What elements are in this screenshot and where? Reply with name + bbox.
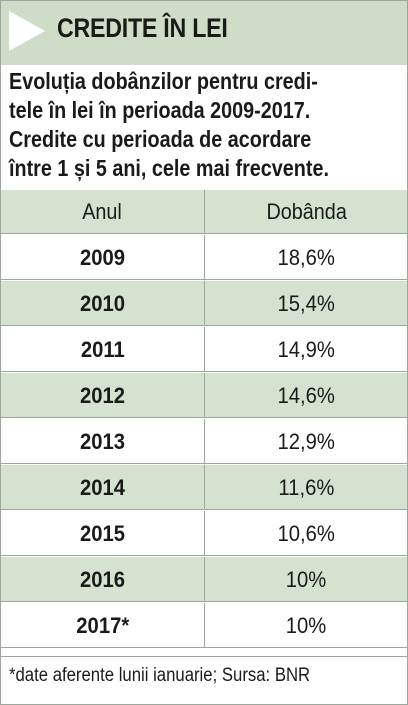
table-header-row: Anul Dobânda <box>1 189 407 234</box>
year-cell: 2014 <box>79 474 126 500</box>
year-cell: 2011 <box>80 336 125 362</box>
rate-cell: 14,9% <box>204 327 407 372</box>
column-header-year: Anul <box>82 199 123 224</box>
year-cell: 2009 <box>79 244 126 270</box>
rates-table: Anul Dobânda 2009 18,6% 2010 15,4% 2011 14,9%… <box>1 189 407 648</box>
subtitle: Evoluția dobânzilor pentru credi- tele î… <box>9 67 403 183</box>
subtitle-line-4: între 1 și 5 ani, cele mai frecvente. <box>9 155 329 181</box>
year-cell: 2013 <box>79 428 126 454</box>
year-cell: 2015 <box>79 520 126 546</box>
table-row: 2012 14,6% <box>1 372 407 418</box>
table-row: 2015 10,6% <box>1 510 407 556</box>
table-row: 2011 14,9% <box>1 326 407 372</box>
table-row: 2010 15,4% <box>1 280 407 326</box>
subtitle-line-2: tele în lei în perioada 2009-2017. <box>9 97 311 123</box>
table-row: 2016 10% <box>1 556 407 602</box>
rate-cell: 11,6% <box>204 465 407 510</box>
table-row: 2013 12,9% <box>1 418 407 464</box>
rate-cell: 14,6% <box>204 373 407 418</box>
year-cell: 2010 <box>79 290 126 316</box>
rate-cell: 10,6% <box>204 511 407 556</box>
column-header-rate: Dobânda <box>204 190 407 234</box>
rate-cell: 15,4% <box>204 281 407 326</box>
arrow-icon <box>9 11 45 51</box>
rate-cell: 10% <box>204 603 407 648</box>
divider <box>1 656 407 657</box>
rate-cell: 10% <box>204 557 407 602</box>
rate-cell: 12,9% <box>204 419 407 464</box>
subtitle-line-3: Credite cu perioada de acordare <box>9 126 312 152</box>
table-row: 2009 18,6% <box>1 234 407 280</box>
year-cell: 2017* <box>76 612 129 638</box>
year-cell: 2016 <box>79 566 126 592</box>
subtitle-line-1: Evoluția dobânzilor pentru credi- <box>9 68 318 94</box>
table-row: 2017* 10% <box>1 602 407 648</box>
footnote: *date aferente lunii ianuarie; Sursa: BN… <box>9 665 311 686</box>
page-title: CREDITE ÎN LEI <box>57 13 228 43</box>
table-row: 2014 11,6% <box>1 464 407 510</box>
year-cell: 2012 <box>79 382 126 408</box>
rate-cell: 18,6% <box>204 235 407 280</box>
title-banner: CREDITE ÎN LEI <box>1 1 407 65</box>
